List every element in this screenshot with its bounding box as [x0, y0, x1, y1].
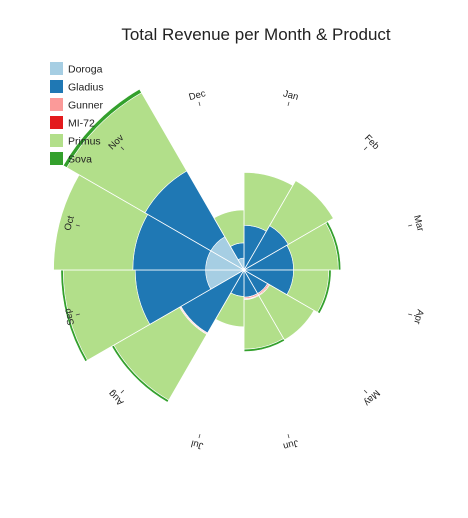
month-label-jan: Jan — [282, 88, 300, 103]
spoke — [243, 88, 349, 271]
legend-swatch-gladius — [50, 80, 63, 93]
legend-label-mi-72: MI-72 — [68, 118, 95, 130]
spoke-layer — [35, 61, 453, 479]
legend-label-sova: Sova — [68, 154, 92, 166]
spoke — [62, 269, 245, 375]
month-label-group: Jun — [282, 434, 300, 452]
legend-swatch-sova — [50, 152, 63, 165]
month-label-oct: Oct — [62, 214, 77, 231]
month-tick — [287, 101, 290, 106]
legend-label-primus: Primus — [68, 136, 101, 148]
spoke — [139, 88, 245, 271]
month-label-jun: Jun — [282, 437, 300, 452]
chart-title: Total Revenue per Month & Product — [121, 25, 391, 44]
month-tick — [120, 389, 125, 394]
month-label-dec: Dec — [188, 88, 207, 103]
month-label-group: Apr — [408, 308, 426, 325]
month-tick — [120, 146, 125, 151]
month-label-sep: Sep — [62, 307, 77, 326]
month-label-mar: Mar — [411, 214, 426, 233]
legend-swatch-mi-72 — [50, 116, 63, 129]
month-label-jul: Jul — [190, 437, 205, 451]
month-label-group: Sep — [62, 307, 80, 326]
legend-label-gladius: Gladius — [68, 82, 104, 94]
month-label-group: Feb — [362, 133, 381, 152]
month-label-group: Jan — [282, 88, 300, 106]
spoke — [243, 165, 426, 271]
spoke — [62, 165, 245, 271]
month-tick — [363, 389, 368, 394]
spoke — [243, 269, 349, 452]
legend-swatch-doroga — [50, 62, 63, 75]
spoke — [139, 269, 245, 452]
month-tick — [198, 434, 201, 439]
month-label-group: Dec — [188, 88, 207, 106]
spoke — [243, 269, 426, 375]
month-label-group: Oct — [62, 214, 80, 232]
month-label-group: May — [361, 387, 382, 408]
month-tick — [408, 313, 413, 316]
legend-swatch-gunner — [50, 98, 63, 111]
month-tick — [75, 224, 80, 227]
month-tick — [408, 224, 413, 227]
legend-label-doroga: Doroga — [68, 64, 103, 76]
month-label-group: Aug — [107, 388, 127, 408]
month-label-group: Jul — [190, 434, 205, 451]
month-tick — [75, 313, 80, 316]
month-tick — [198, 101, 201, 106]
wedge-layer — [53, 88, 342, 403]
month-tick — [363, 146, 368, 151]
legend-swatch-primus — [50, 134, 63, 147]
month-label-apr: Apr — [411, 308, 425, 325]
month-tick — [287, 434, 290, 439]
legend: Doroga Gladius Gunner MI-72 Primus Sova — [50, 62, 104, 166]
legend-label-gunner: Gunner — [68, 100, 104, 112]
month-label-group: Mar — [408, 214, 426, 233]
